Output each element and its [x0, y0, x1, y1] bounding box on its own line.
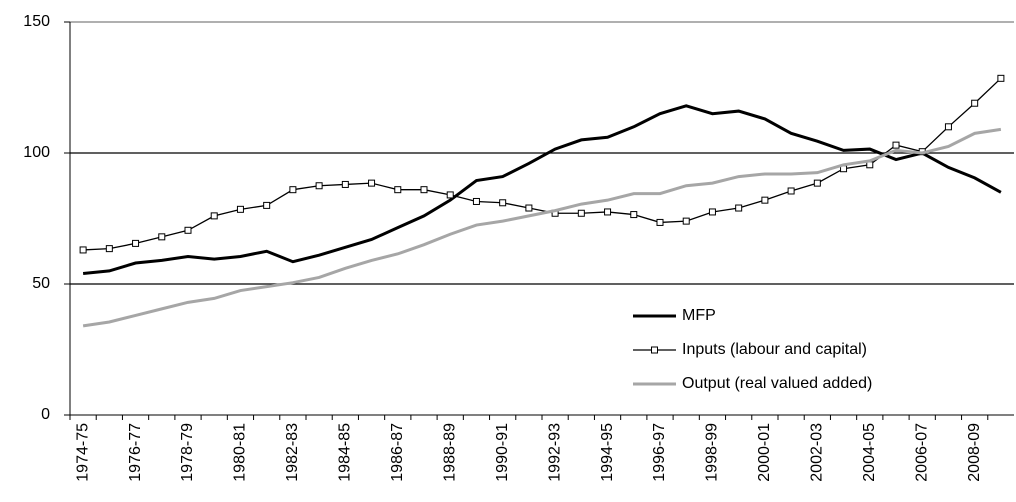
x-tick-label: 1990-91 [494, 423, 511, 482]
point-marker [341, 180, 349, 188]
x-tick-label: 2000-01 [756, 423, 773, 482]
point-marker [656, 218, 664, 226]
x-tick-label: 1982-83 [284, 423, 301, 482]
legend-label: Output (real valued added) [682, 375, 872, 392]
point-marker [499, 199, 507, 207]
y-tick-label: 150 [23, 13, 50, 30]
point-marker [682, 217, 690, 225]
point-marker [997, 74, 1005, 82]
point-marker [368, 179, 376, 187]
point-marker [604, 208, 612, 216]
point-marker [787, 187, 795, 195]
x-tick-label: 1976-77 [127, 423, 144, 482]
point-marker [525, 204, 533, 212]
point-marker [315, 182, 323, 190]
point-marker [472, 197, 480, 205]
point-marker [210, 212, 218, 220]
point-marker [394, 186, 402, 194]
point-marker [420, 186, 428, 194]
legend-marker [651, 346, 658, 354]
series-line [82, 104, 1002, 276]
x-tick-label: 1994-95 [599, 423, 616, 482]
x-tick-label: 2006-07 [913, 423, 930, 482]
point-marker [630, 211, 638, 219]
point-marker [158, 233, 166, 241]
point-marker [813, 179, 821, 187]
series-line [83, 77, 1002, 251]
point-marker [263, 201, 271, 209]
point-marker [892, 141, 900, 149]
series-line [82, 127, 1002, 328]
x-tick-label: 1980-81 [232, 423, 249, 482]
point-marker [577, 209, 585, 217]
point-marker [184, 226, 192, 234]
x-tick-label: 1996-97 [651, 423, 668, 482]
y-tick-label: 50 [32, 275, 50, 292]
point-marker [944, 123, 952, 131]
y-tick-label: 0 [41, 406, 50, 423]
legend-label: Inputs (labour and capital) [682, 341, 867, 358]
x-tick-label: 1986-87 [389, 423, 406, 482]
x-tick-label: 1974-75 [74, 423, 91, 482]
point-marker [236, 205, 244, 213]
x-tick-label: 1984-85 [337, 423, 354, 482]
y-tick-label: 100 [23, 144, 50, 161]
x-tick-label: 2002-03 [809, 423, 826, 482]
point-marker [761, 196, 769, 204]
x-tick-label: 1992-93 [546, 423, 563, 482]
point-marker [971, 99, 979, 107]
legend-label: MFP [682, 307, 716, 324]
x-tick-label: 2004-05 [861, 423, 878, 482]
x-tick-label: 1988-89 [441, 423, 458, 482]
point-marker [708, 208, 716, 216]
point-marker [79, 246, 87, 254]
point-marker [289, 186, 297, 194]
point-marker [446, 191, 454, 199]
x-tick-label: 1998-99 [704, 423, 721, 482]
point-marker [735, 204, 743, 212]
point-marker [132, 239, 140, 247]
x-tick-label: 1978-79 [179, 423, 196, 482]
point-marker [105, 245, 113, 253]
x-tick-label: 2008-09 [966, 423, 983, 482]
